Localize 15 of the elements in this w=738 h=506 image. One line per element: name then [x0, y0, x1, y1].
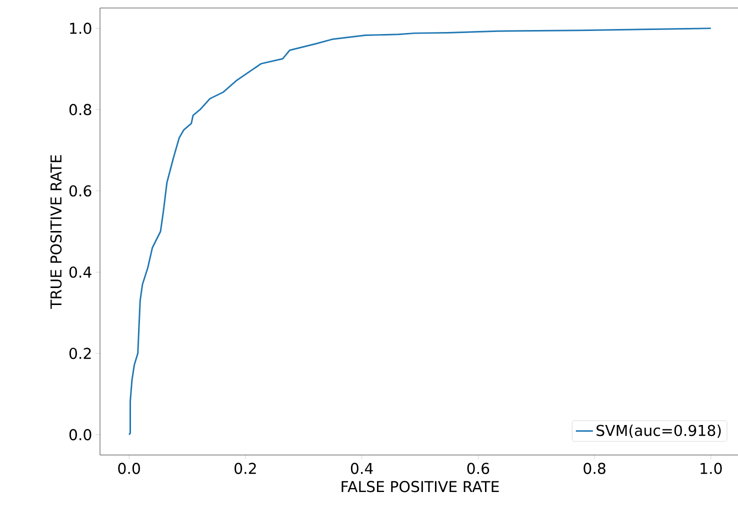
y-tick-label: 1.0	[70, 22, 92, 34]
y-tick-label: 0.2	[69, 348, 91, 360]
x-tick-label: 0.6	[467, 462, 490, 474]
x-tick-label: 0.2	[234, 462, 256, 474]
x-tick-label: 0.0	[118, 462, 140, 474]
x-tick-label: 1.0	[700, 462, 722, 474]
x-tick-label: 0.8	[584, 462, 606, 474]
x-tick-label: 0.4	[350, 462, 373, 474]
legend-label: SVM(auc=0.918)	[596, 424, 721, 438]
y-axis-title: TRUE POSITIVE RATE	[50, 155, 62, 309]
y-tick-label: 0.6	[69, 185, 92, 197]
y-tick-label: 0.8	[69, 104, 92, 116]
y-tick-label: 0.0	[69, 429, 92, 440]
y-tick-label: 0.4	[69, 266, 92, 278]
x-axis-title: FALSE POSITIVE RATE	[342, 480, 499, 492]
